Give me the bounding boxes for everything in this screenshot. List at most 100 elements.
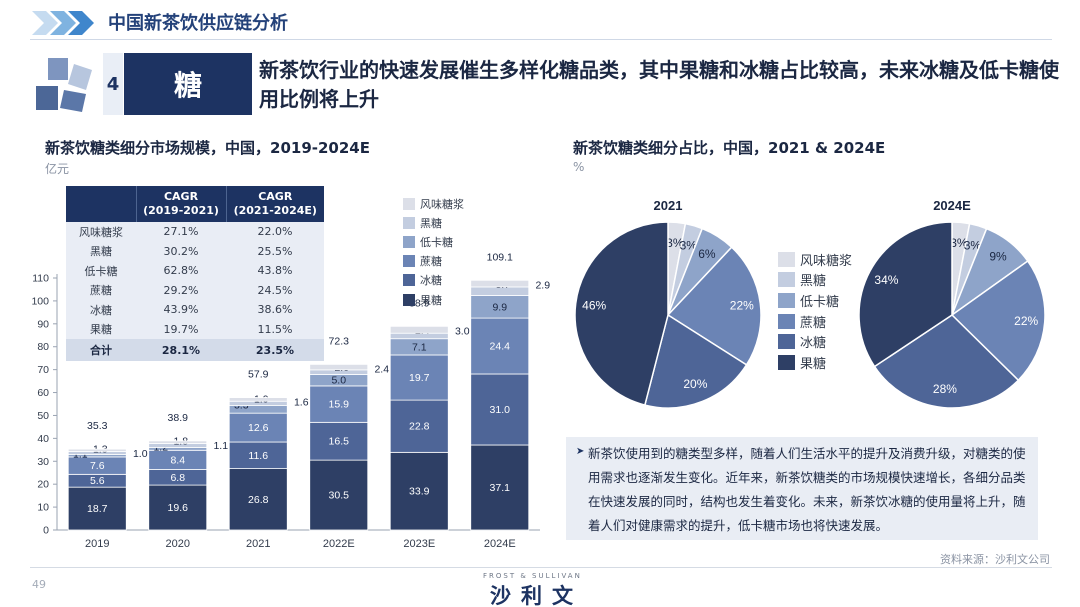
- cagr-cell: 11.5%: [226, 319, 324, 339]
- bar-data-label: 1.0: [133, 448, 148, 460]
- cagr-total-cell: 28.1%: [136, 339, 226, 361]
- legend-label: 果糖: [800, 356, 827, 372]
- pie-data-label: 9%: [989, 250, 1007, 264]
- cagr-cell: 25.5%: [226, 241, 324, 261]
- bar-data-label: 3.0: [455, 325, 470, 337]
- pie-data-label: 3%: [950, 236, 968, 250]
- page-number: 49: [32, 578, 46, 591]
- pie-title: 2021: [654, 198, 683, 213]
- cagr-cell: 低卡糖: [66, 261, 136, 281]
- bar-segment: [309, 421, 369, 461]
- bar-chart-title: 新茶饮糖类细分市场规模，中国，2019-2024E: [45, 139, 370, 157]
- y-tick-label: 60: [37, 387, 49, 399]
- legend-swatch: [403, 293, 415, 306]
- legend-swatch: [403, 274, 415, 287]
- x-tick-label: 2020: [166, 538, 190, 550]
- cagr-cell: 24.5%: [226, 280, 324, 300]
- legend-item: 黑糖: [403, 213, 464, 232]
- bar-segment: [228, 397, 288, 402]
- legend-label: 冰糖: [800, 336, 827, 352]
- legend-label: 风味糖浆: [420, 197, 464, 211]
- bar-segment: [228, 412, 288, 443]
- cagr-cell: 27.1%: [136, 222, 226, 242]
- bar-segment: [470, 279, 530, 288]
- bar-data-label: 19.7: [409, 372, 430, 384]
- bar-segment: [309, 363, 369, 371]
- cagr-cell: 果糖: [66, 319, 136, 339]
- legend-swatch: [778, 251, 795, 267]
- bar-data-label: 12.6: [248, 422, 269, 434]
- legend-item: 风味糖浆: [403, 194, 464, 213]
- pie-slice: [858, 221, 953, 368]
- bar-segment: [389, 325, 449, 334]
- pie-legend: 风味糖浆 黑糖 低卡糖 蔗糖 冰糖 果糖: [778, 249, 852, 373]
- bar-data-label: 30.5: [329, 490, 350, 502]
- bar-data-label: 26.8: [248, 494, 269, 506]
- x-tick-label: 2024E: [484, 538, 516, 550]
- legend-swatch: [778, 334, 795, 350]
- bar-data-label: 19.6: [168, 502, 189, 514]
- legend-label: 黑糖: [800, 274, 827, 290]
- cagr-header-blank: [66, 186, 137, 222]
- legend-item: 低卡糖: [403, 232, 464, 251]
- cagr-table: CAGR (2019-2021) CAGR (2021-2024E) 风味糖浆 …: [66, 186, 324, 361]
- source-note: 资料来源：沙利文公司: [940, 553, 1050, 566]
- cagr-cell: 蔗糖: [66, 280, 136, 300]
- x-tick-label: 2021: [246, 538, 270, 550]
- bullet-arrow-icon: ➤: [576, 446, 585, 457]
- brand-logo-cn: 沙利文: [490, 584, 583, 607]
- bar-data-label: 22.8: [409, 421, 430, 433]
- y-tick-label: 80: [37, 341, 49, 353]
- bar-data-label: 5.0: [331, 375, 346, 387]
- legend-swatch: [778, 272, 795, 288]
- legend-item: 低卡糖: [778, 290, 852, 311]
- pie-slice: [666, 246, 762, 366]
- pie-data-label: 3%: [666, 236, 684, 250]
- table-row: 果糖 19.7% 11.5%: [66, 319, 324, 339]
- headline: 新茶饮行业的快速发展催生多样化糖品类，其中果糖和冰糖占比较高，未来冰糖及低卡糖使…: [259, 58, 1059, 111]
- cagr-header-row: CAGR (2019-2021) CAGR (2021-2024E): [66, 186, 324, 222]
- legend-label: 风味糖浆: [800, 253, 853, 269]
- table-total-row: 合计 28.1% 23.5%: [66, 339, 324, 361]
- bar-data-label: 8.4: [170, 454, 185, 466]
- pie-data-label: 3%: [680, 238, 698, 252]
- brand-name-en: FROST & SULLIVAN: [483, 572, 582, 580]
- legend-swatch: [778, 354, 795, 370]
- pie-slice: [950, 260, 1046, 382]
- legend-swatch: [403, 235, 415, 248]
- section-label: 糖: [124, 53, 252, 115]
- legend-item: 果糖: [778, 352, 852, 373]
- y-tick-label: 30: [37, 456, 49, 468]
- cagr-cell: 30.2%: [136, 241, 226, 261]
- pie-data-label: 46%: [582, 299, 606, 313]
- legend-label: 果糖: [420, 293, 442, 307]
- table-row: 冰糖 43.9% 38.6%: [66, 300, 324, 320]
- bar-segment: [389, 354, 449, 401]
- pie-data-label: 6%: [698, 247, 716, 261]
- bar-total-label: 35.3: [87, 420, 108, 432]
- bar-segment: [470, 317, 530, 375]
- legend-item: 蔗糖: [403, 252, 464, 271]
- bar-data-label: 1.1: [213, 440, 228, 452]
- pie-data-label: 3%: [964, 238, 982, 252]
- bar-segment: [470, 373, 530, 446]
- bar-data-label: 37.1: [490, 482, 511, 494]
- cagr-cell: 43.8%: [226, 261, 324, 281]
- pie-data-label: 22%: [730, 299, 754, 313]
- bar-legend: 风味糖浆 黑糖 低卡糖 蔗糖 冰糖 果糖: [403, 194, 464, 309]
- cube-logo-icon: [36, 58, 92, 112]
- pie-slice: [873, 314, 1020, 409]
- y-tick-label: 20: [37, 479, 49, 491]
- cagr-header-2019-2021: CAGR (2019-2021): [136, 186, 227, 222]
- x-tick-label: 2019: [85, 538, 109, 550]
- bar-data-label: 1.6: [294, 397, 309, 409]
- footer-divider: [30, 567, 1052, 568]
- pie-data-label: 28%: [933, 382, 957, 396]
- bar-data-label: 16.5: [329, 436, 350, 448]
- pie-data-label: 20%: [683, 377, 707, 391]
- legend-swatch: [403, 255, 415, 268]
- legend-swatch: [403, 197, 415, 210]
- legend-label: 蔗糖: [420, 255, 442, 269]
- bar-total-label: 57.9: [248, 369, 269, 381]
